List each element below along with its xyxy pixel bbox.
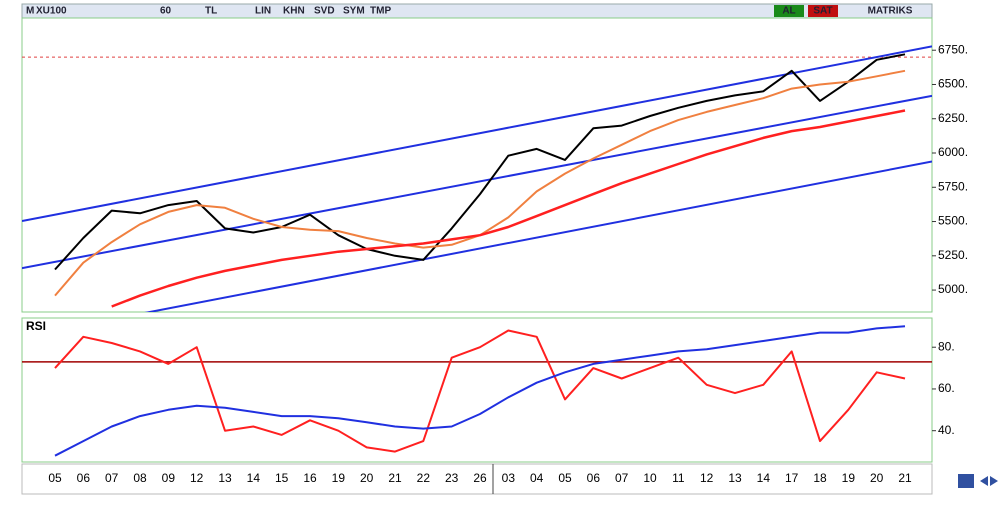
y-tick-label: 6750. bbox=[938, 42, 968, 56]
x-tick-label: 09 bbox=[162, 471, 176, 485]
toolbar-item: TMP bbox=[370, 6, 391, 17]
sell-label: SAT bbox=[813, 6, 832, 17]
x-tick-label: 26 bbox=[473, 471, 487, 485]
x-tick-label: 18 bbox=[813, 471, 827, 485]
brand: MATRIKS bbox=[868, 6, 913, 17]
x-tick-label: 16 bbox=[303, 471, 317, 485]
series-line bbox=[54, 53, 906, 271]
y-tick-label: 6000. bbox=[938, 145, 968, 159]
x-tick-label: 20 bbox=[870, 471, 884, 485]
x-tick-label: 04 bbox=[530, 471, 544, 485]
toolbar-item: SYM bbox=[343, 6, 365, 17]
toolbar-item: LIN bbox=[255, 6, 271, 17]
x-tick-label: 19 bbox=[332, 471, 346, 485]
x-axis-panel bbox=[21, 463, 933, 495]
x-tick-label: 08 bbox=[133, 471, 147, 485]
sell-button[interactable] bbox=[808, 5, 838, 17]
x-tick-label: 14 bbox=[247, 471, 261, 485]
y-tick-label: 80. bbox=[938, 339, 955, 353]
y-tick-label: 5250. bbox=[938, 248, 968, 262]
series-line bbox=[111, 109, 906, 308]
x-tick-label: 23 bbox=[445, 471, 459, 485]
x-tick-label: 21 bbox=[898, 471, 912, 485]
y-tick-label: 5000. bbox=[938, 282, 968, 296]
price-panel bbox=[21, 17, 933, 313]
x-tick-label: 10 bbox=[643, 471, 657, 485]
y-tick-label: 5500. bbox=[938, 214, 968, 228]
toolbar-item: TL bbox=[205, 6, 217, 17]
panel-title: RSI bbox=[26, 319, 46, 333]
toolbar-item: 60 bbox=[160, 6, 172, 17]
x-tick-label: 06 bbox=[587, 471, 601, 485]
x-tick-label: 07 bbox=[615, 471, 629, 485]
channel-line bbox=[22, 45, 932, 222]
toolbar-item: XU100 bbox=[36, 6, 67, 17]
x-tick-label: 21 bbox=[388, 471, 402, 485]
x-tick-label: 12 bbox=[190, 471, 204, 485]
x-tick-label: 05 bbox=[48, 471, 62, 485]
x-tick-label: 20 bbox=[360, 471, 374, 485]
x-tick-label: 07 bbox=[105, 471, 119, 485]
y-tick-label: 40. bbox=[938, 423, 955, 437]
x-tick-label: 13 bbox=[218, 471, 232, 485]
toolbar-item: KHN bbox=[283, 6, 305, 17]
y-tick-label: 60. bbox=[938, 381, 955, 395]
plot-area bbox=[22, 45, 932, 312]
y-tick-label: 6250. bbox=[938, 111, 968, 125]
x-tick-label: 14 bbox=[757, 471, 771, 485]
scroll-button[interactable] bbox=[958, 474, 974, 488]
channel-line bbox=[144, 160, 932, 312]
series-line bbox=[54, 325, 906, 457]
toolbar-item: M bbox=[26, 6, 34, 17]
x-tick-label: 19 bbox=[842, 471, 856, 485]
x-tick-label: 17 bbox=[785, 471, 799, 485]
plot-area bbox=[22, 325, 932, 457]
y-tick-label: 5750. bbox=[938, 179, 968, 193]
x-tick-label: 06 bbox=[77, 471, 91, 485]
x-tick-label: 15 bbox=[275, 471, 289, 485]
scroll-arrows[interactable] bbox=[980, 476, 998, 486]
toolbar-item: SVD bbox=[314, 6, 335, 17]
x-tick-label: 03 bbox=[502, 471, 516, 485]
x-tick-label: 13 bbox=[728, 471, 742, 485]
rsi-panel bbox=[21, 317, 933, 463]
buy-button[interactable] bbox=[774, 5, 804, 17]
x-tick-label: 05 bbox=[558, 471, 572, 485]
x-tick-label: 12 bbox=[700, 471, 714, 485]
y-tick-label: 6500. bbox=[938, 77, 968, 91]
buy-label: AL bbox=[782, 6, 795, 17]
x-tick-label: 22 bbox=[417, 471, 431, 485]
channel-line bbox=[22, 94, 932, 270]
x-tick-label: 11 bbox=[672, 471, 685, 485]
series-line bbox=[54, 329, 906, 453]
